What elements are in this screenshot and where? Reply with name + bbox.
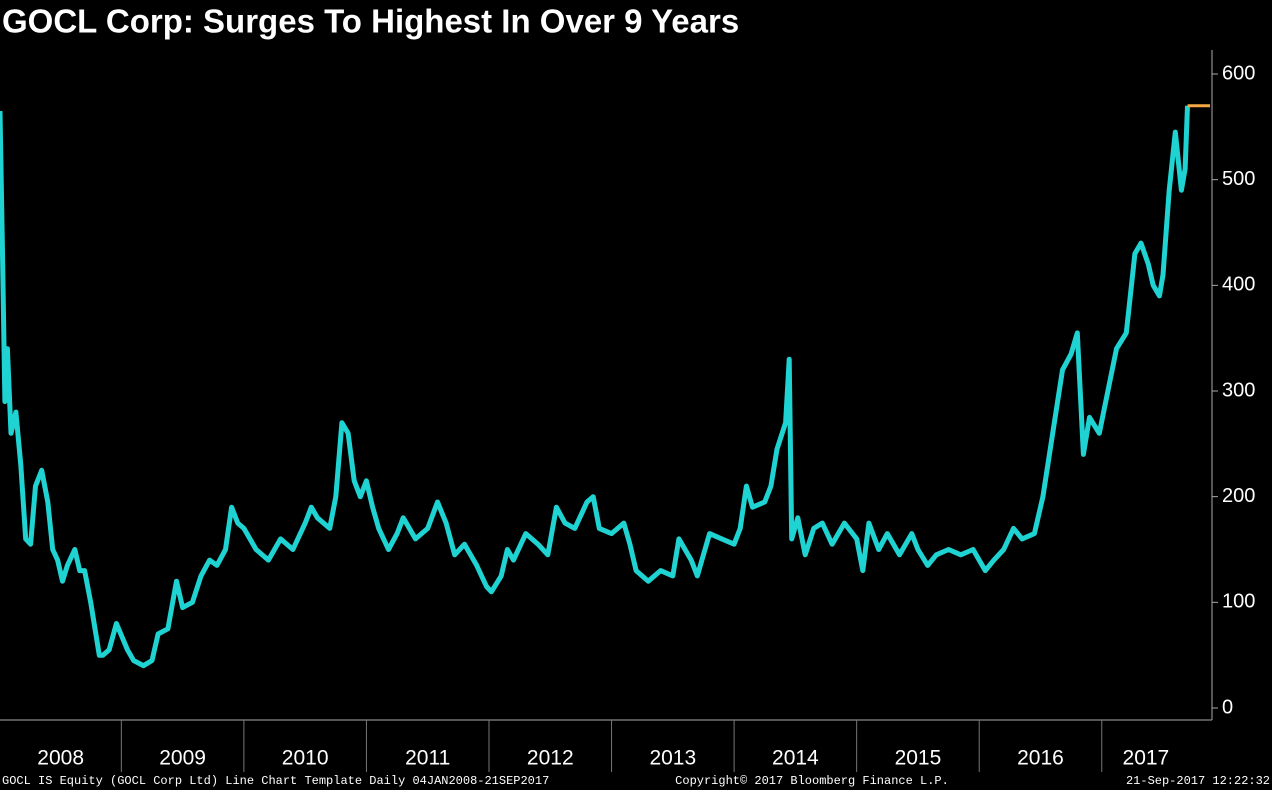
footer-center: Copyright© 2017 Bloomberg Finance L.P.	[675, 774, 949, 788]
x-tick-label: 2016	[1017, 747, 1064, 770]
price-line	[0, 105, 1190, 669]
x-tick-label: 2010	[282, 747, 329, 770]
chart-title: GOCL Corp: Surges To Highest In Over 9 Y…	[2, 3, 739, 40]
x-tick-label: 2009	[159, 747, 206, 770]
x-tick-label: 2015	[895, 747, 942, 770]
y-tick-label: 0	[1222, 696, 1233, 718]
x-tick-label: 2013	[649, 747, 696, 770]
y-tick-label: 400	[1222, 274, 1255, 296]
x-tick-label: 2014	[772, 747, 819, 770]
x-tick-label: 2008	[37, 747, 84, 770]
footer-left: GOCL IS Equity (GOCL Corp Ltd) Line Char…	[2, 774, 549, 788]
y-tick-label: 600	[1222, 62, 1255, 84]
y-tick-label: 300	[1222, 379, 1255, 401]
x-tick-label: 2012	[527, 747, 574, 770]
footer-right: 21-Sep-2017 12:22:32	[1126, 774, 1270, 788]
x-tick-label: 2017	[1123, 747, 1170, 770]
y-tick-label: 100	[1222, 591, 1255, 613]
y-tick-label: 500	[1222, 168, 1255, 190]
x-tick-label: 2011	[405, 747, 450, 770]
y-tick-label: 200	[1222, 485, 1255, 507]
